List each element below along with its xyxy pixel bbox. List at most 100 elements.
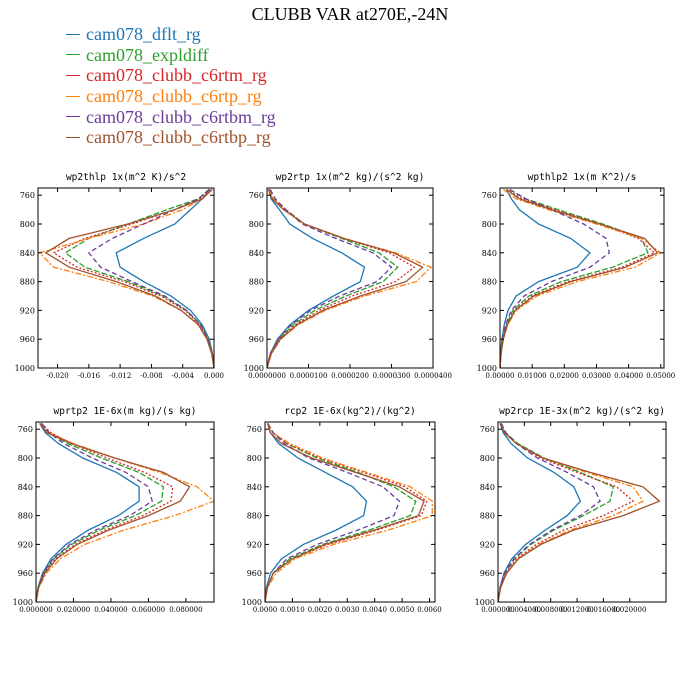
y-tick-label: 880 xyxy=(20,278,35,287)
x-tick-label: 0.080000 xyxy=(169,606,202,614)
series-line xyxy=(500,189,591,368)
y-tick-label: 880 xyxy=(249,278,264,287)
y-tick-label: 800 xyxy=(482,220,497,229)
x-tick-label: 0.020000 xyxy=(613,606,646,614)
y-tick-label: 920 xyxy=(18,540,33,549)
legend-label: cam078_clubb_c6rtbm_rg xyxy=(86,106,276,127)
legend-label: cam078_clubb_c6rtp_rg xyxy=(86,86,262,107)
series-line xyxy=(265,423,433,602)
y-tick-label: 760 xyxy=(247,425,262,434)
plot-frame xyxy=(499,187,665,369)
y-tick-label: 960 xyxy=(247,569,262,578)
x-tick-label: 0.0050 xyxy=(390,606,415,614)
series-line xyxy=(267,189,393,368)
x-tick-label: 0.05000 xyxy=(646,372,675,380)
series-line xyxy=(498,423,601,602)
x-tick-label: 0.000 xyxy=(204,372,224,380)
chart-panel: wp2rcp 1E-3x(m^2 kg)/(s^2 kg) 760 800 840 88… xyxy=(475,406,667,614)
legend-item: cam078_clubb_c6rtbp_rg xyxy=(66,127,386,148)
series-line xyxy=(265,423,368,602)
y-tick-label: 760 xyxy=(482,191,497,200)
y-tick-label: 1000 xyxy=(13,598,33,607)
y-tick-label: 1000 xyxy=(244,364,264,373)
chart-title: wp2thlp 1x(m^2 K)/s^2 xyxy=(66,172,186,183)
plot-frame xyxy=(497,421,667,603)
x-tick-label: 0.0010 xyxy=(280,606,305,614)
x-tick-label: 0.016000 xyxy=(587,606,620,614)
chart-panel: wpthlp2 1x(m K^2)/s 760 800 840 880 920 960 100… xyxy=(477,172,676,380)
legend: cam078_dflt_rg cam078_expldiff cam078_cl… xyxy=(66,24,386,156)
y-tick-label: 880 xyxy=(18,512,33,521)
series-line xyxy=(36,422,165,602)
series-line xyxy=(44,188,214,368)
y-tick-label: 1000 xyxy=(475,598,495,607)
chart-panel: wprtp2 1E-6x(m kg)/(s kg) 760 800 840 880 920… xyxy=(13,406,215,614)
series-line xyxy=(36,422,153,602)
legend-item: cam078_dflt_rg xyxy=(66,24,386,45)
x-tick-label: -0.012 xyxy=(109,372,131,380)
x-tick-label: 0.0000400 xyxy=(414,372,452,380)
series-line xyxy=(500,188,611,368)
x-tick-label: 0.04000 xyxy=(614,372,643,380)
series-line xyxy=(500,188,656,368)
y-tick-label: 760 xyxy=(480,425,495,434)
legend-line xyxy=(66,116,80,118)
series-line xyxy=(64,188,214,368)
y-tick-label: 1000 xyxy=(15,364,35,373)
page-title: CLUBB VAR at270E,-24N xyxy=(251,4,449,24)
y-tick-label: 960 xyxy=(249,335,264,344)
chart-title: wp2rtp 1x(m^2 kg)/(s^2 kg) xyxy=(276,172,425,183)
y-tick-label: 920 xyxy=(482,306,497,315)
series-line xyxy=(52,188,214,368)
legend-label: cam078_expldiff xyxy=(86,44,209,65)
y-tick-label: 1000 xyxy=(477,364,497,373)
series-line xyxy=(267,189,424,368)
chart-title: rcp2 1E-6x(kg^2)/(kg^2) xyxy=(284,406,416,417)
x-tick-label: 0.0040 xyxy=(362,606,387,614)
series-line xyxy=(498,423,582,602)
chart-panel: wp2thlp 1x(m^2 K)/s^2 760 800 840 880 920 960 1… xyxy=(15,172,224,380)
y-tick-label: 800 xyxy=(18,454,33,463)
series-line xyxy=(265,423,425,602)
y-tick-label: 880 xyxy=(247,512,262,521)
legend-label: cam078_dflt_rg xyxy=(86,24,201,45)
chart-title: wp2rcp 1E-3x(m^2 kg)/(s^2 kg) xyxy=(499,406,665,417)
y-tick-label: 960 xyxy=(20,335,35,344)
legend-item: cam078_clubb_c6rtm_rg xyxy=(66,65,386,86)
y-tick-label: 840 xyxy=(18,483,33,492)
series-line xyxy=(267,189,366,368)
y-tick-label: 960 xyxy=(482,335,497,344)
x-tick-label: 0.0030 xyxy=(335,606,360,614)
y-tick-label: 840 xyxy=(247,483,262,492)
legend-label: cam078_clubb_c6rtbp_rg xyxy=(86,127,271,148)
series-line xyxy=(38,188,214,368)
y-tick-label: 760 xyxy=(18,425,33,434)
series-line xyxy=(267,189,433,368)
series-line xyxy=(498,423,644,602)
x-tick-label: 0.004000 xyxy=(508,606,541,614)
y-tick-label: 920 xyxy=(247,540,262,549)
series-line xyxy=(267,189,416,368)
x-tick-label: 0.0000100 xyxy=(290,372,328,380)
y-tick-label: 840 xyxy=(249,249,264,258)
y-tick-label: 960 xyxy=(18,569,33,578)
y-tick-label: 840 xyxy=(20,249,35,258)
x-tick-label: -0.020 xyxy=(46,372,68,380)
x-tick-label: 0.060000 xyxy=(132,606,165,614)
y-tick-label: 840 xyxy=(482,249,497,258)
y-tick-label: 880 xyxy=(480,512,495,521)
legend-item: cam078_clubb_c6rtbm_rg xyxy=(66,106,386,127)
y-tick-label: 800 xyxy=(20,220,35,229)
y-tick-label: 840 xyxy=(480,483,495,492)
x-tick-label: 0.00000 xyxy=(486,372,515,380)
y-tick-label: 920 xyxy=(480,540,495,549)
series-line xyxy=(36,422,191,602)
series-line xyxy=(498,423,661,602)
x-tick-label: 0.0060 xyxy=(417,606,442,614)
legend-label: cam078_clubb_c6rtm_rg xyxy=(86,65,267,86)
x-tick-label: -0.016 xyxy=(78,372,101,380)
series-line xyxy=(500,188,659,368)
legend-line xyxy=(66,136,80,138)
plot-frame xyxy=(35,421,215,603)
